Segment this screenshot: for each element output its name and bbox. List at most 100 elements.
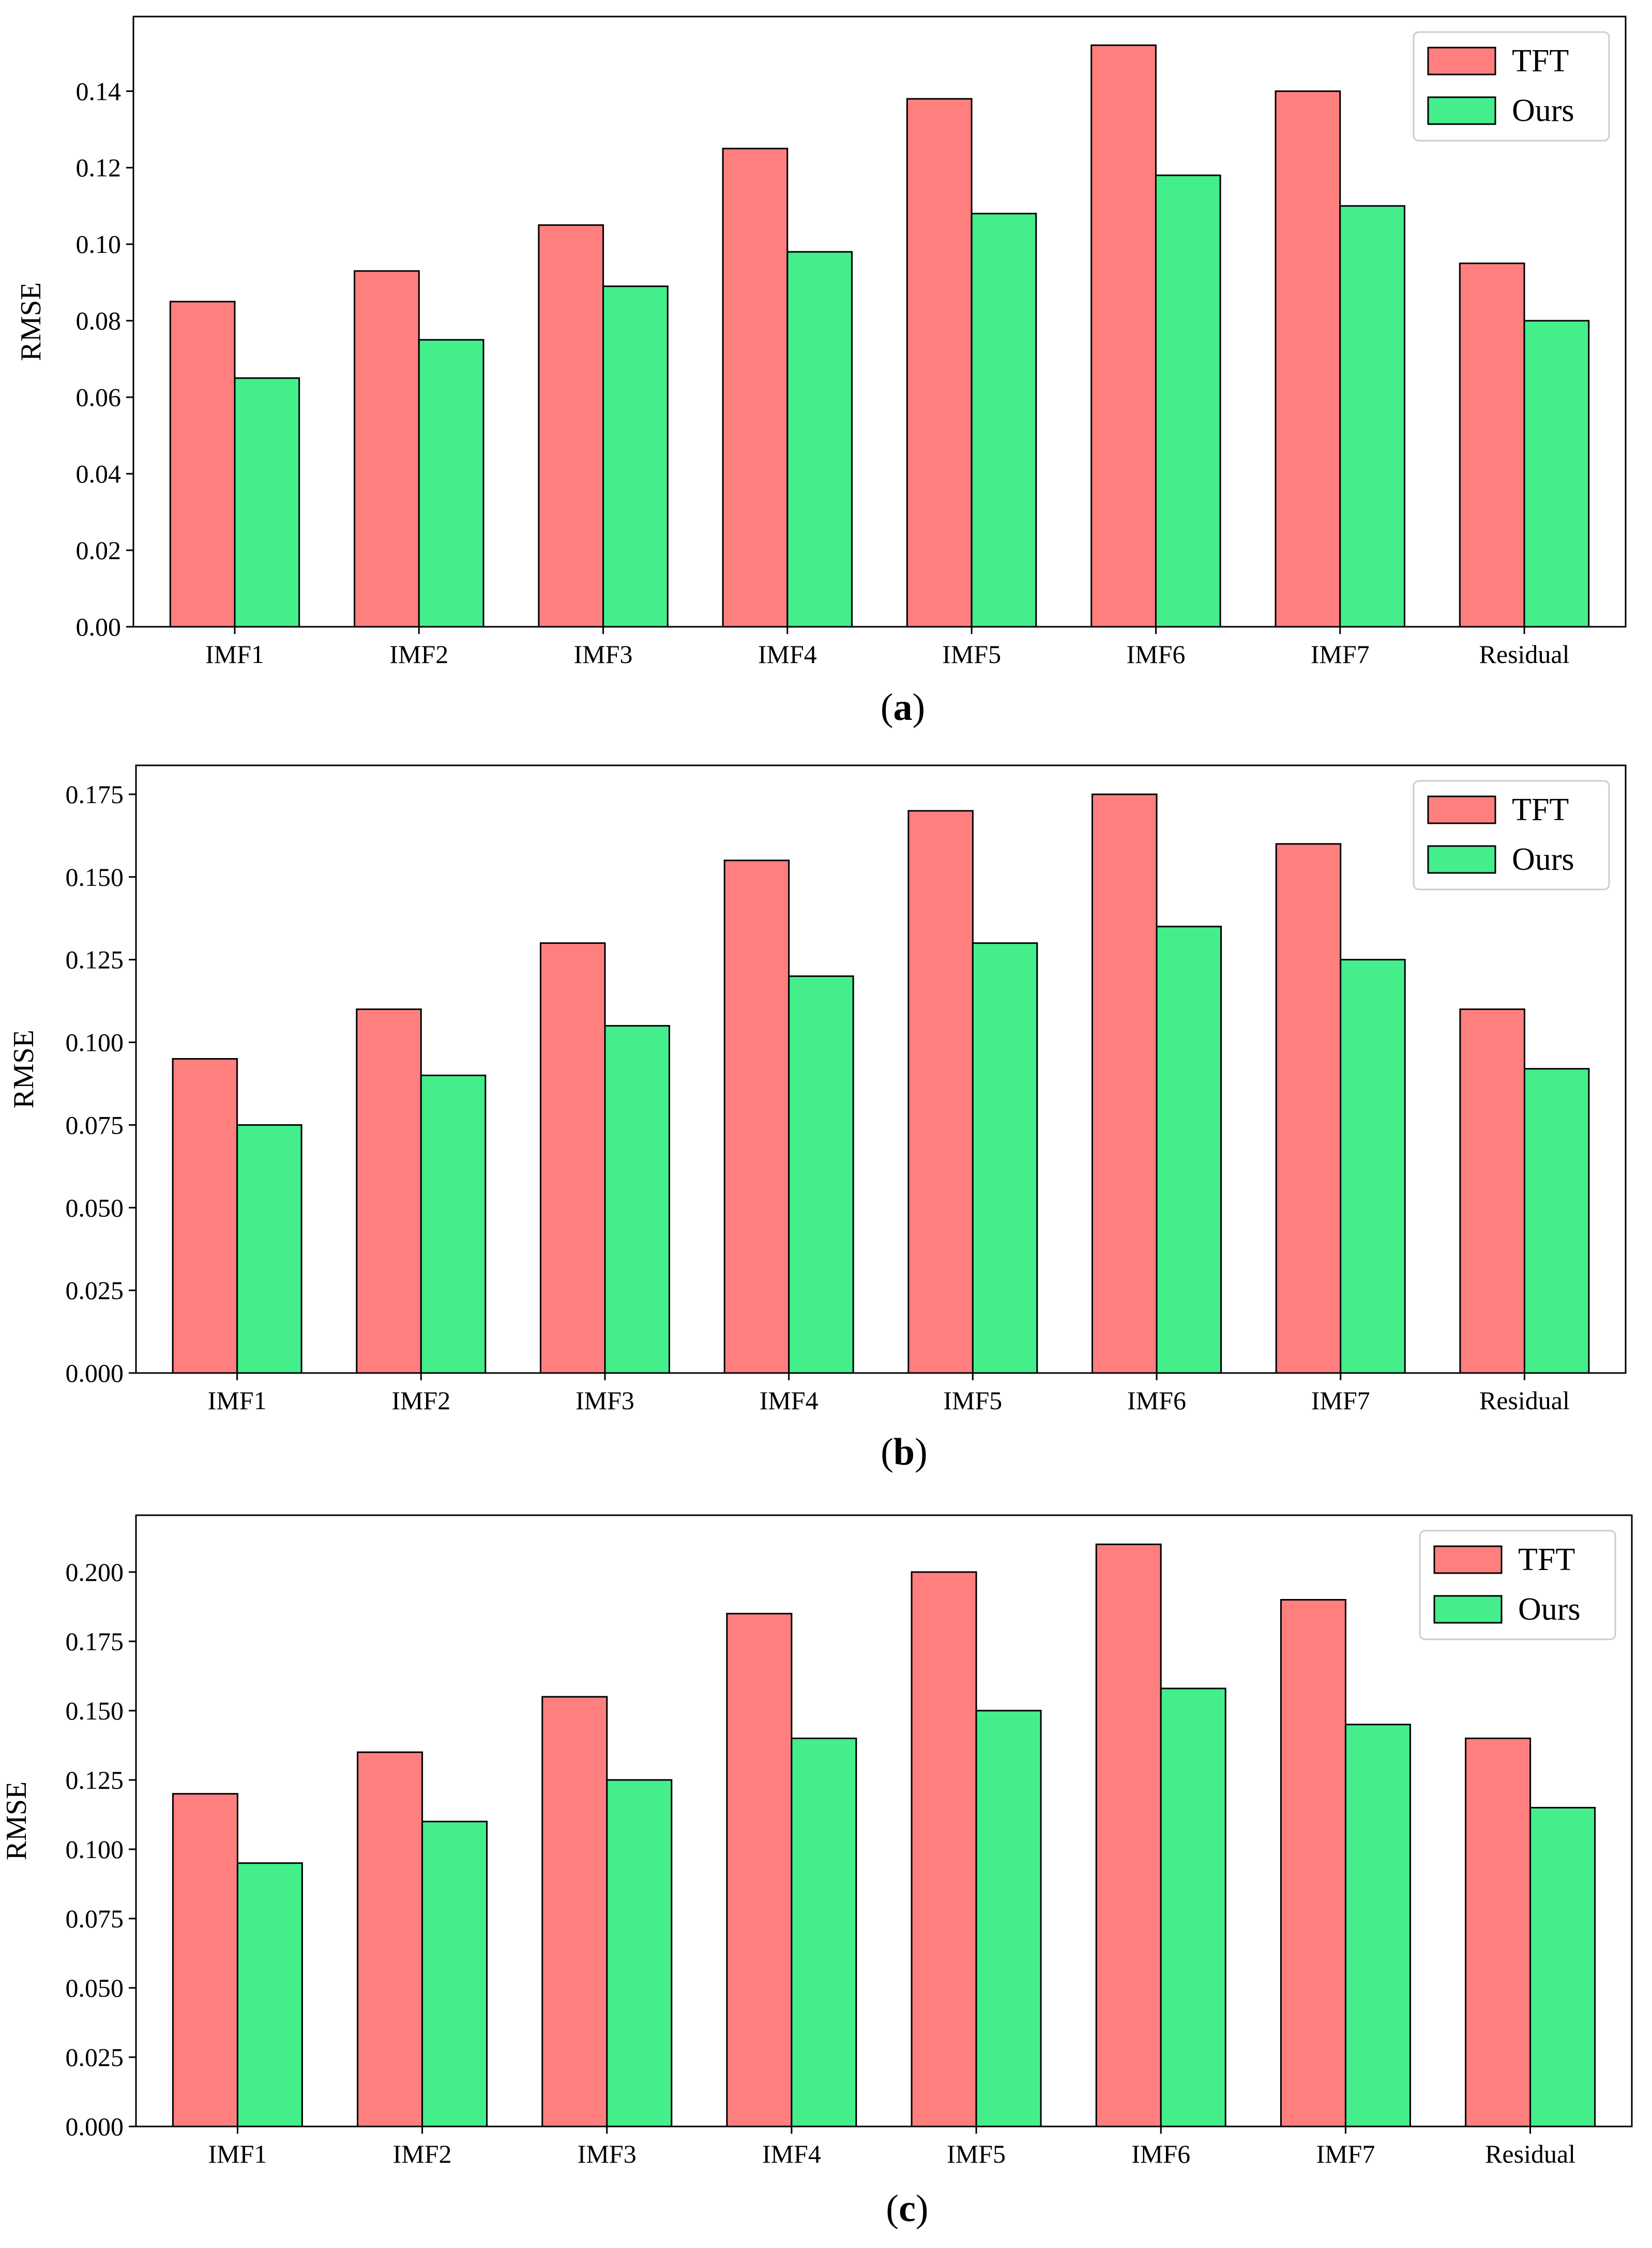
bar-tft-imf7 — [1280, 1599, 1346, 2128]
y-tick-label: 0.000 — [66, 2112, 124, 2141]
bar-ours-imf7 — [1339, 205, 1405, 628]
chart-panel-b: 0.000 0.025 0.050 0.075 0.100 0.125 0.150 0.175… — [8, 764, 1627, 1473]
bar-tft-imf5 — [906, 98, 973, 628]
caption-open-paren: ( — [881, 1431, 893, 1473]
plot-frame — [135, 1514, 1633, 2128]
y-tick-label: 0.06 — [76, 383, 122, 412]
bar-tft-imf1 — [169, 300, 236, 628]
bar-tft-imf2 — [357, 1751, 423, 2128]
y-tick-label: 0.12 — [76, 153, 122, 182]
x-tick-label: IMF4 — [758, 640, 817, 669]
caption-open-paren: ( — [886, 2187, 899, 2230]
bar-ours-imf5 — [972, 942, 1038, 1374]
bar-ours-residual — [1523, 1068, 1590, 1374]
legend-label-ours: Ours — [1512, 842, 1574, 877]
bar-ours-imf1 — [236, 1124, 302, 1374]
legend-swatch-tft — [1427, 795, 1496, 824]
y-tick-label: 0.175 — [66, 1627, 124, 1656]
chart-panel-a: 0.00 0.02 0.04 0.06 0.08 0.10 0.12 0.14 IMF1 IMF2… — [15, 16, 1627, 729]
legend: TFT Ours — [1419, 1530, 1616, 1640]
y-axis-label: RMSE — [8, 1030, 40, 1109]
x-tick-label: IMF3 — [574, 640, 633, 669]
legend-swatch-tft — [1427, 47, 1496, 76]
legend-swatch-ours — [1433, 1595, 1503, 1624]
bar-tft-residual — [1459, 1008, 1525, 1374]
legend: TFT Ours — [1413, 31, 1610, 142]
bar-ours-imf7 — [1344, 1724, 1411, 2128]
bar-ours-imf2 — [420, 1075, 487, 1374]
x-tick-label: Residual — [1485, 2139, 1575, 2168]
bar-ours-imf1 — [236, 1862, 303, 2128]
bars-group — [169, 44, 1590, 628]
bar-ours-imf6 — [1155, 174, 1221, 628]
plot-frame — [132, 16, 1627, 628]
y-tick-label: 0.100 — [66, 1028, 124, 1057]
x-tick-label: IMF3 — [575, 1386, 634, 1415]
y-tick-label: 0.00 — [76, 612, 122, 641]
bar-tft-imf3 — [540, 942, 606, 1374]
x-tick-label: IMF6 — [1127, 1386, 1186, 1415]
x-tick-label: IMF7 — [1311, 1386, 1370, 1415]
y-tick-label: 0.000 — [66, 1359, 124, 1387]
bar-tft-imf2 — [354, 270, 420, 628]
bar-tft-imf4 — [723, 859, 790, 1374]
bar-tft-residual — [1465, 1738, 1532, 2128]
bar-ours-imf6 — [1156, 926, 1222, 1374]
x-tick-label: IMF6 — [1126, 640, 1185, 669]
x-tick-label: IMF2 — [389, 640, 448, 669]
bar-ours-imf5 — [971, 213, 1037, 628]
caption-close-paren: ) — [913, 686, 926, 729]
y-tick-label: 0.075 — [66, 1904, 124, 1933]
y-tick-label: 0.050 — [66, 1193, 124, 1222]
caption-close-paren: ) — [916, 2187, 929, 2230]
x-tick-label: IMF2 — [391, 1386, 450, 1415]
chart-panel-c: 0.000 0.025 0.050 0.075 0.100 0.125 0.150 0.175… — [1, 1514, 1633, 2230]
bar-ours-imf6 — [1160, 1687, 1226, 2128]
panel-caption: (a) — [881, 686, 925, 729]
x-tick-label: Residual — [1479, 1386, 1570, 1415]
bar-tft-imf4 — [726, 1612, 793, 2128]
legend-label-ours: Ours — [1512, 93, 1574, 128]
bar-ours-imf4 — [786, 251, 853, 628]
panel-caption: (c) — [886, 2187, 928, 2230]
bar-ours-imf5 — [975, 1710, 1042, 2128]
panel-caption: (b) — [881, 1431, 927, 1473]
y-tick-label: 0.075 — [66, 1110, 124, 1139]
legend-swatch-ours — [1427, 845, 1496, 874]
bar-tft-imf1 — [172, 1793, 238, 2128]
y-tick-label: 0.175 — [66, 780, 124, 809]
x-tick-label: IMF4 — [760, 1386, 819, 1415]
bar-tft-imf5 — [907, 810, 974, 1374]
legend-swatch-tft — [1433, 1545, 1503, 1574]
x-tick-label: IMF5 — [943, 1386, 1002, 1415]
bar-tft-imf3 — [538, 224, 604, 628]
bar-ours-imf7 — [1340, 959, 1406, 1374]
bar-tft-imf2 — [356, 1008, 422, 1374]
bar-ours-imf3 — [604, 1025, 670, 1374]
legend-label-tft: TFT — [1512, 43, 1569, 79]
bar-ours-imf3 — [606, 1779, 673, 2128]
caption-letter: b — [893, 1431, 915, 1473]
y-tick-label: 0.125 — [66, 945, 124, 974]
bar-ours-imf1 — [234, 377, 300, 628]
bar-tft-imf3 — [541, 1696, 608, 2128]
x-tick-label: IMF6 — [1131, 2139, 1190, 2168]
bar-tft-imf4 — [722, 147, 789, 628]
y-tick-label: 0.025 — [66, 1276, 124, 1305]
bar-tft-imf6 — [1092, 793, 1158, 1374]
bars-group — [172, 793, 1590, 1374]
bar-tft-imf1 — [172, 1058, 238, 1374]
x-tick-label: IMF7 — [1316, 2139, 1375, 2168]
bar-tft-imf7 — [1275, 843, 1342, 1374]
y-tick-label: 0.02 — [76, 536, 122, 565]
bar-tft-residual — [1459, 262, 1525, 628]
x-tick-label: IMF1 — [208, 1386, 267, 1415]
x-tick-label: IMF1 — [205, 640, 264, 669]
y-tick-label: 0.200 — [66, 1558, 124, 1587]
bar-ours-imf4 — [791, 1738, 857, 2128]
y-tick-label: 0.125 — [66, 1766, 124, 1794]
legend-swatch-ours — [1427, 96, 1496, 125]
bar-tft-imf6 — [1090, 44, 1157, 628]
y-tick-label: 0.100 — [66, 1835, 124, 1864]
